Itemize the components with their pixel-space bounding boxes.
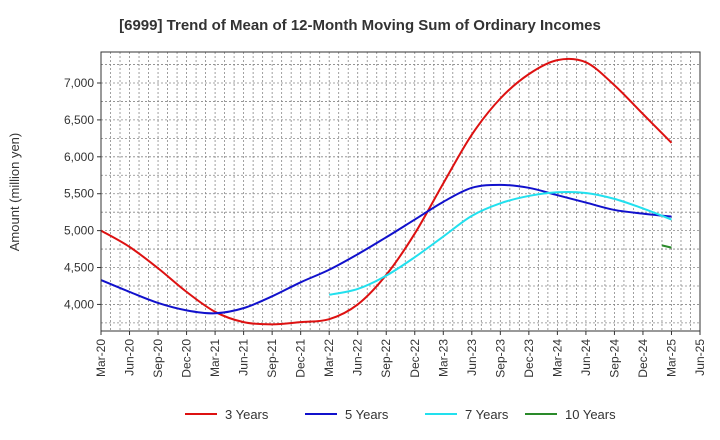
- x-tick-label: Mar-23: [436, 339, 450, 377]
- x-tick-label: Jun-20: [123, 339, 137, 376]
- x-tick-label: Jun-23: [465, 339, 479, 376]
- x-tick-label: Sep-23: [493, 339, 507, 378]
- y-axis-label: Amount (million yen): [7, 133, 22, 252]
- x-tick-label: Sep-22: [379, 339, 393, 378]
- x-tick-label: Sep-24: [607, 339, 621, 378]
- legend-label: 7 Years: [465, 407, 509, 422]
- y-tick-label: 6,000: [64, 150, 94, 164]
- grid: [101, 52, 700, 331]
- x-tick-label: Dec-24: [636, 339, 650, 378]
- legend-item: 10 Years: [525, 407, 616, 422]
- x-tick-label: Mar-24: [550, 339, 564, 377]
- y-tick-label: 7,000: [64, 76, 94, 90]
- x-tick-label: Dec-22: [408, 339, 422, 378]
- x-tick-label: Jun-22: [351, 339, 365, 376]
- y-tick-label: 4,500: [64, 261, 94, 275]
- legend-label: 5 Years: [345, 407, 389, 422]
- y-tick-label: 6,500: [64, 113, 94, 127]
- x-tick-label: Dec-20: [180, 339, 194, 378]
- x-tick-label: Sep-20: [151, 339, 165, 378]
- y-tick-label: 4,000: [64, 297, 94, 311]
- x-tick-label: Dec-21: [294, 339, 308, 378]
- y-tick-label: 5,500: [64, 187, 94, 201]
- x-tick-label: Jun-21: [237, 339, 251, 376]
- y-tick-label: 5,000: [64, 224, 94, 238]
- x-tick-label: Jun-25: [693, 339, 707, 376]
- plot-area: [101, 52, 700, 331]
- series-line-5-years: [100, 183, 672, 315]
- x-tick-label: Mar-25: [664, 339, 678, 377]
- x-tick-label: Sep-21: [265, 339, 279, 378]
- x-tick-label: Mar-20: [94, 339, 108, 377]
- chart-title: [6999] Trend of Mean of 12-Month Moving …: [119, 17, 601, 34]
- x-tick-label: Dec-23: [522, 339, 536, 378]
- x-axis-ticks: Mar-20 Jun-20 Sep-20 Dec-20 Mar-21 Jun-21 Sep-…: [94, 331, 707, 378]
- legend-label: 3 Years: [225, 407, 269, 422]
- plot-background: [101, 52, 700, 331]
- legend-item: 7 Years: [425, 407, 509, 422]
- legend: 3 Years 5 Years 7 Years 10 Years: [185, 407, 616, 422]
- legend-item: 3 Years: [185, 407, 269, 422]
- x-tick-label: Mar-21: [208, 339, 222, 377]
- x-tick-label: Jun-24: [579, 339, 593, 376]
- y-axis-ticks: 4,000 4,500 5,000 5,500 6,000 6,500 7,000: [64, 76, 101, 311]
- plot-frame: [100, 51, 701, 332]
- x-tick-label: Mar-22: [322, 339, 336, 377]
- series-layer: [100, 57, 673, 326]
- series-line-7-years: [328, 190, 672, 296]
- legend-item: 5 Years: [305, 407, 389, 422]
- series-line-10-years: [661, 244, 672, 249]
- legend-label: 10 Years: [565, 407, 616, 422]
